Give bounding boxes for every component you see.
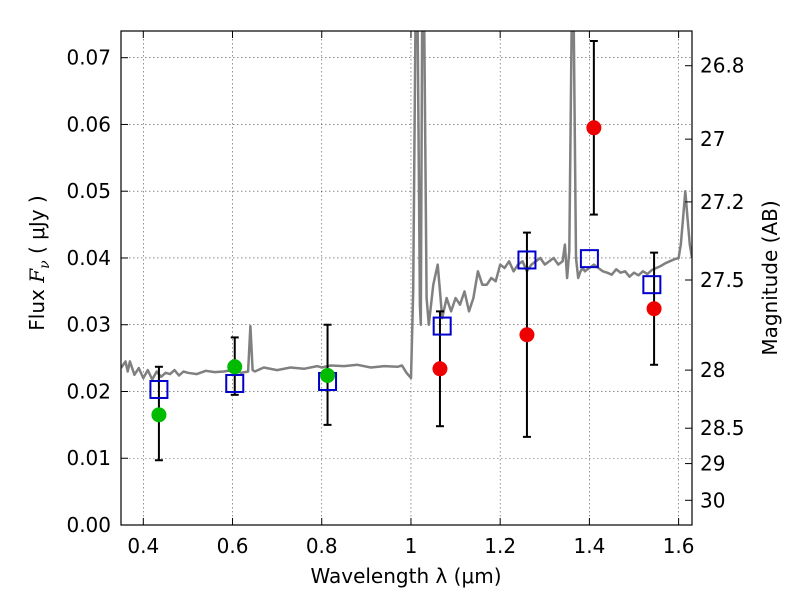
y2-tick-label: 30 xyxy=(700,488,725,512)
x-tick-label: 1 xyxy=(405,534,418,558)
y2-tick-label: 27.5 xyxy=(700,268,745,292)
y2-tick-label: 26.8 xyxy=(700,54,745,78)
y-axis-title-suffix: ( μJy ) xyxy=(25,195,49,260)
model-square-marker xyxy=(642,275,662,295)
model-square-marker xyxy=(517,250,537,270)
y-tick-label: 0.03 xyxy=(66,313,111,337)
red-point-marker xyxy=(519,327,535,343)
red-point-marker xyxy=(586,120,602,136)
model-square-marker xyxy=(225,373,245,393)
model-square-marker xyxy=(149,379,169,399)
y2-tick-label: 29 xyxy=(700,452,725,476)
y-axis-title: Flux Fν ( μJy ) xyxy=(25,195,53,330)
model-square-marker xyxy=(432,316,452,336)
red-point-marker xyxy=(432,361,448,377)
green-point-marker xyxy=(151,407,167,423)
plot-frame xyxy=(120,30,693,526)
y-tick-label: 0.07 xyxy=(66,46,111,70)
model-squares-series xyxy=(149,249,662,399)
y2-tick-label: 28 xyxy=(700,358,725,382)
y2-tick-label: 27 xyxy=(700,127,725,151)
x-axis-title: Wavelength λ (μm) xyxy=(310,564,501,588)
y-axis-title-subscript: ν xyxy=(37,260,53,269)
tick-labels: 0.4 0.6 0.8 1 1.2 1.4 1.6 0.00 0.01 0.02 0.03 0.04 0… xyxy=(66,46,744,558)
y-axis-title-symbol: F xyxy=(25,268,49,284)
points-series xyxy=(151,120,662,423)
y2-tick-label: 27.2 xyxy=(700,190,745,214)
green-point-marker xyxy=(227,359,243,375)
y-tick-label: 0.06 xyxy=(66,112,111,136)
spectrum-series xyxy=(121,31,692,381)
x-tick-label: 0.6 xyxy=(217,534,249,558)
y-tick-label: 0.04 xyxy=(66,246,111,270)
x-tick-label: 1.2 xyxy=(484,534,516,558)
y2-tick-label: 28.5 xyxy=(700,416,745,440)
x-tick-label: 1.6 xyxy=(663,534,695,558)
red-point-marker xyxy=(646,301,662,317)
y2-axis-title: Magnitude (AB) xyxy=(758,200,782,355)
x-tick-label: 0.8 xyxy=(306,534,338,558)
y-axis-title-prefix: Flux xyxy=(25,283,49,331)
y-tick-label: 0.01 xyxy=(66,446,111,470)
y-tick-label: 0.02 xyxy=(66,379,111,403)
grid xyxy=(121,31,692,525)
y-tick-label: 0.05 xyxy=(66,179,111,203)
green-point-marker xyxy=(320,367,336,383)
y-tick-label: 0.00 xyxy=(66,513,111,537)
x-tick-label: 1.4 xyxy=(573,534,605,558)
model-square-marker xyxy=(579,249,599,269)
spectrum-line xyxy=(121,31,692,381)
x-tick-label: 0.4 xyxy=(127,534,159,558)
ticks xyxy=(121,31,692,526)
